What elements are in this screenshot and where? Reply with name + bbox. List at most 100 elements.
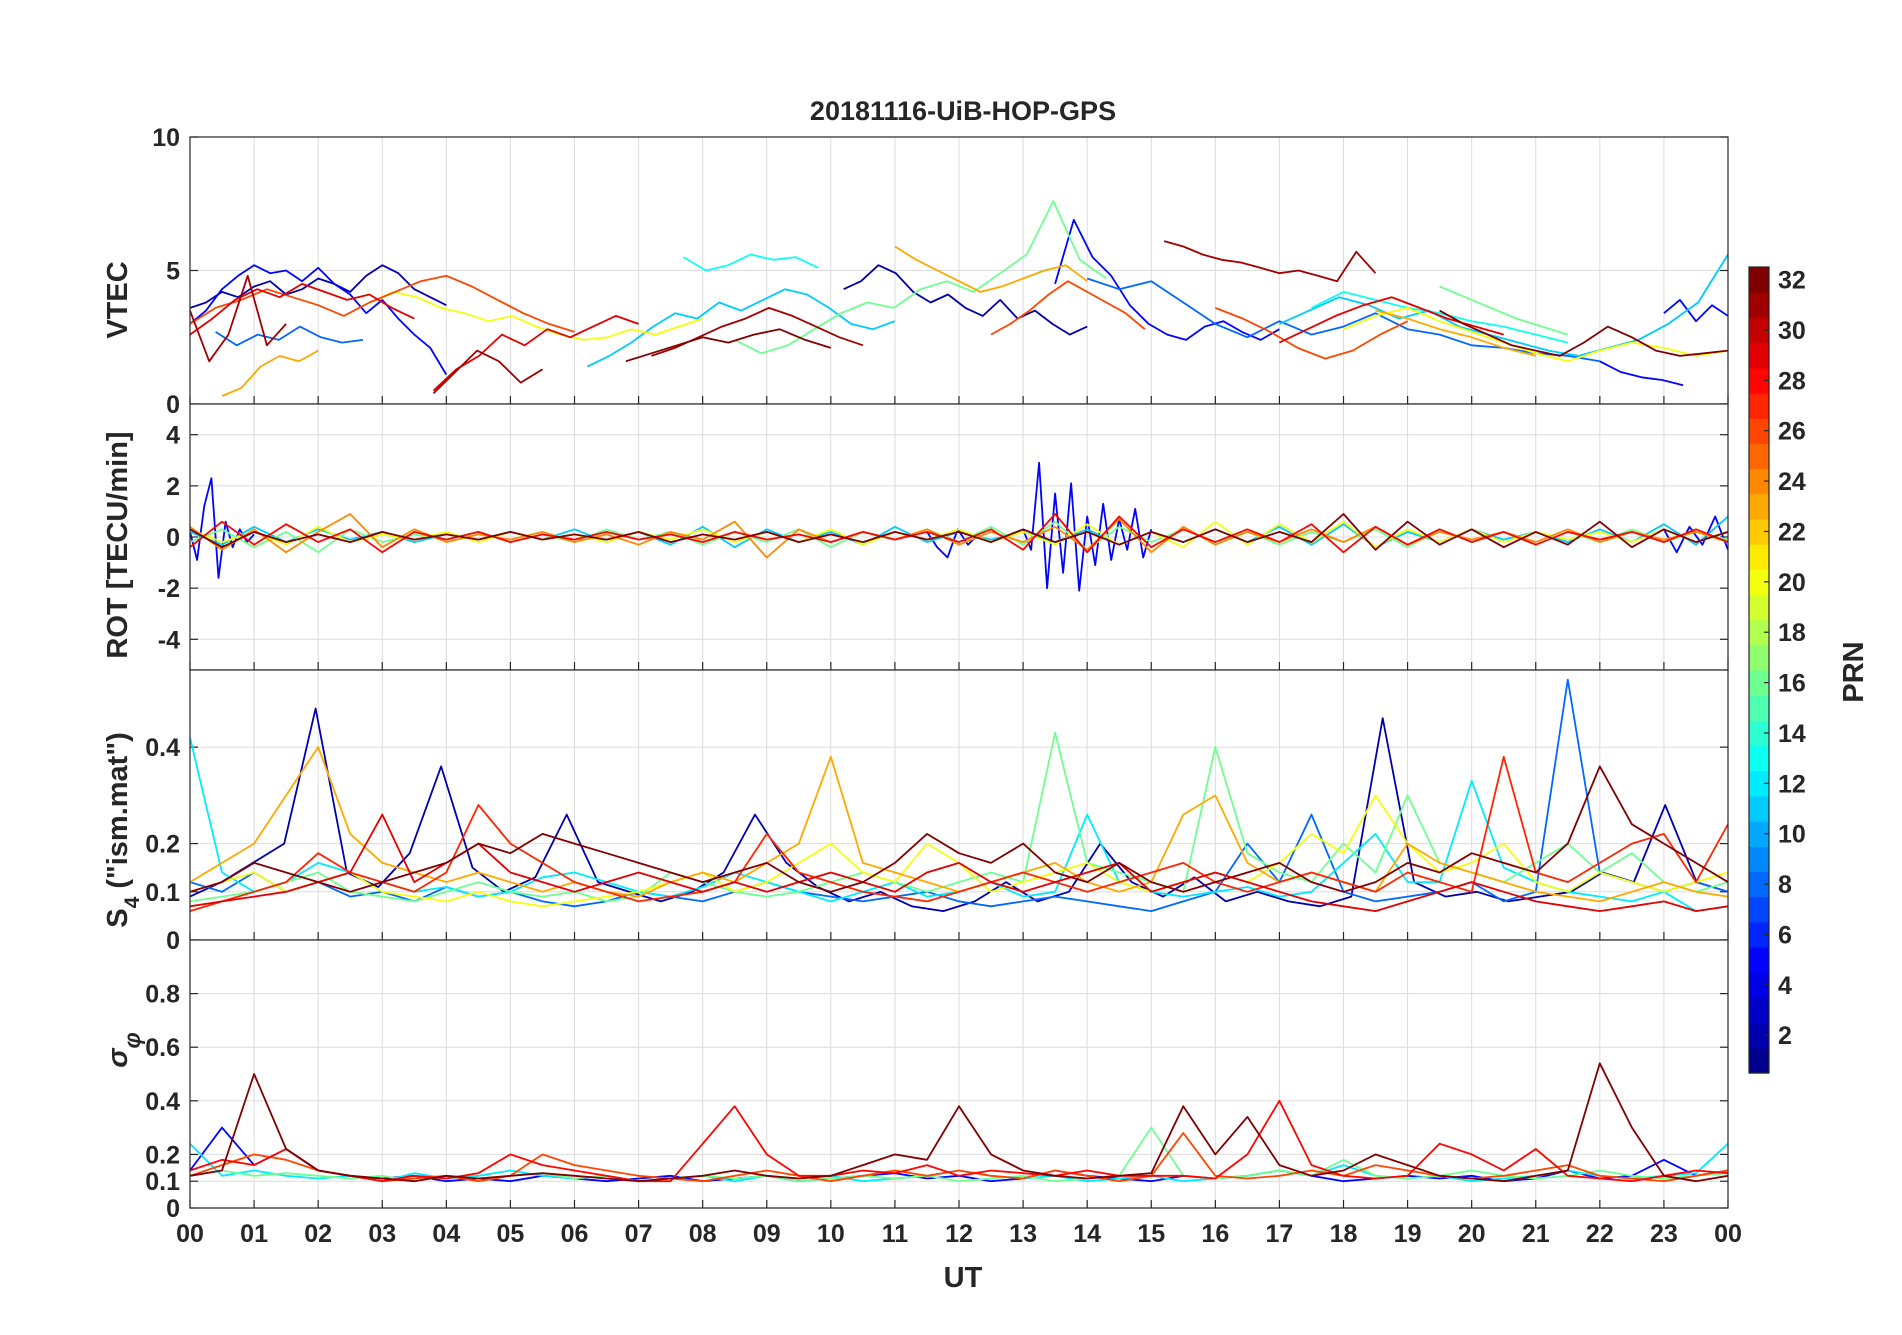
y-tick-label: 0 <box>166 391 180 419</box>
colorbar-swatch <box>1749 493 1769 520</box>
colorbar-swatch <box>1749 468 1769 495</box>
x-tick-label: 17 <box>1266 1220 1294 1248</box>
colorbar-tick-label: 2 <box>1778 1022 1792 1050</box>
series-line-prn-32 <box>190 1062 1728 1183</box>
y-tick-label: 2 <box>166 473 180 501</box>
series-group <box>190 200 1728 397</box>
series-line-prn-5 <box>1022 461 1153 592</box>
colorbar-swatch <box>1749 569 1769 596</box>
colorbar-tick-label: 26 <box>1778 418 1806 446</box>
x-tick-label: 15 <box>1137 1220 1165 1248</box>
y-tick-label: 0.1 <box>145 1168 180 1196</box>
series-line-prn-29 <box>190 282 415 336</box>
colorbar-swatch <box>1749 418 1769 444</box>
series-line-prn-28 <box>190 1099 1728 1183</box>
panel-sigma_phi: 00.10.2 0.4 0.6 0.8σφ <box>102 939 1729 1223</box>
chart-title: 20181116-UiB-HOP-GPS <box>810 96 1116 126</box>
series-line-prn-29 <box>432 314 639 392</box>
series-line-prn-5 <box>190 264 448 376</box>
y-tick-label: 0.1 <box>145 879 180 907</box>
x-tick-label: 03 <box>368 1220 396 1248</box>
x-tick-label: 04 <box>432 1220 460 1248</box>
panel-s4: 0 0.1 0.2 0.4S4 ("ism.mat") <box>102 669 1729 955</box>
y-tick-label: 5 <box>166 258 180 286</box>
colorbar-swatch <box>1749 972 1769 999</box>
series-line-prn-5 <box>1663 515 1728 554</box>
x-tick-label: 10 <box>817 1220 845 1248</box>
colorbar-swatch <box>1749 997 1769 1024</box>
colorbar-swatch <box>1749 896 1769 923</box>
y-tick-label: 0 <box>166 524 180 552</box>
series-line-prn-31 <box>1163 240 1377 283</box>
y-axis-title-rot: ROT [TECU/min] <box>102 431 134 658</box>
series-line-prn-16 <box>1439 285 1569 336</box>
series-line-prn-31 <box>190 274 287 363</box>
x-tick-label: 20 <box>1458 1220 1486 1248</box>
series-line-prn-11 <box>586 288 896 368</box>
colorbar-swatch <box>1749 392 1769 419</box>
series-line-prn-32 <box>190 765 1728 893</box>
x-axis-title: UT <box>944 1262 983 1294</box>
x-tick-label: 08 <box>689 1220 717 1248</box>
colorbar-swatch <box>1749 1047 1769 1074</box>
colorbar-label: PRN <box>1838 641 1870 702</box>
colorbar-swatch <box>1749 619 1769 646</box>
x-tick-label: 09 <box>753 1220 781 1248</box>
colorbar-tick-label: 16 <box>1778 670 1806 698</box>
y-tick-label: 0.8 <box>145 981 180 1009</box>
x-tick-label: 12 <box>945 1220 973 1248</box>
series-line-prn-32 <box>625 328 832 363</box>
series-line-prn-16 <box>734 200 1107 355</box>
x-tick-label: 02 <box>304 1220 332 1248</box>
colorbar-swatch <box>1749 795 1769 822</box>
colorbar-swatch <box>1749 921 1769 948</box>
panel-rot: -4 -2 0 2 4 ROT [TECU/min] <box>102 403 1729 671</box>
colorbar-swatch <box>1749 947 1769 973</box>
colorbar-tick-label: 6 <box>1778 921 1792 949</box>
series-line-prn-5 <box>1663 298 1728 323</box>
series-group <box>190 678 1728 912</box>
colorbar-tick-label: 10 <box>1778 821 1806 849</box>
colorbar-tick-label: 32 <box>1778 267 1806 295</box>
x-tick-label: 21 <box>1522 1220 1550 1248</box>
colorbar-tick-label: 14 <box>1778 720 1806 748</box>
colorbar-swatch <box>1749 317 1769 344</box>
colorbar-swatch <box>1749 1022 1769 1049</box>
panel-vtec: 0 5 10 VTEC <box>102 124 1729 419</box>
x-tick-label: 23 <box>1650 1220 1678 1248</box>
y-tick-label: 0 <box>166 927 180 955</box>
series-line-prn-28 <box>190 513 1728 554</box>
colorbar-tick-label: 4 <box>1778 972 1792 1000</box>
series-line-prn-5 <box>926 528 979 559</box>
y-axis-title-s4: S4 ("ism.mat") <box>102 732 144 928</box>
x-tick-label: 00 <box>176 1220 204 1248</box>
series-line-prn-20 <box>369 290 703 341</box>
series-line-prn-23 <box>221 349 319 397</box>
series-line-prn-26 <box>190 274 575 333</box>
colorbar-frame <box>1748 266 1770 1074</box>
colorbar-tick-label: 28 <box>1778 367 1806 395</box>
series-line-prn-26 <box>1214 307 1408 360</box>
series-group <box>190 461 1728 592</box>
y-tick-label: -4 <box>158 626 180 654</box>
colorbar-swatch <box>1749 594 1769 621</box>
y-tick-label: 0.2 <box>145 831 180 859</box>
series-line-prn-23 <box>1375 309 1537 357</box>
colorbar-swatch <box>1749 695 1769 721</box>
colorbar-swatch <box>1749 770 1769 797</box>
colorbar-swatch <box>1749 367 1769 394</box>
series-line-prn-5 <box>1054 218 1280 341</box>
colorbar-swatch <box>1749 544 1769 570</box>
y-tick-label: -2 <box>158 575 180 603</box>
colorbar-swatch <box>1749 720 1769 747</box>
series-line-prn-29 <box>1279 296 1504 344</box>
colorbar-swatch <box>1749 846 1769 873</box>
colorbar-tick-label: 12 <box>1778 770 1806 798</box>
x-tick-label: 05 <box>497 1220 525 1248</box>
series-line-prn-27 <box>190 755 1728 912</box>
y-tick-label: 0.4 <box>145 1088 180 1116</box>
colorbar-tick-label: 20 <box>1778 569 1806 597</box>
colorbar-swatch <box>1749 871 1769 898</box>
